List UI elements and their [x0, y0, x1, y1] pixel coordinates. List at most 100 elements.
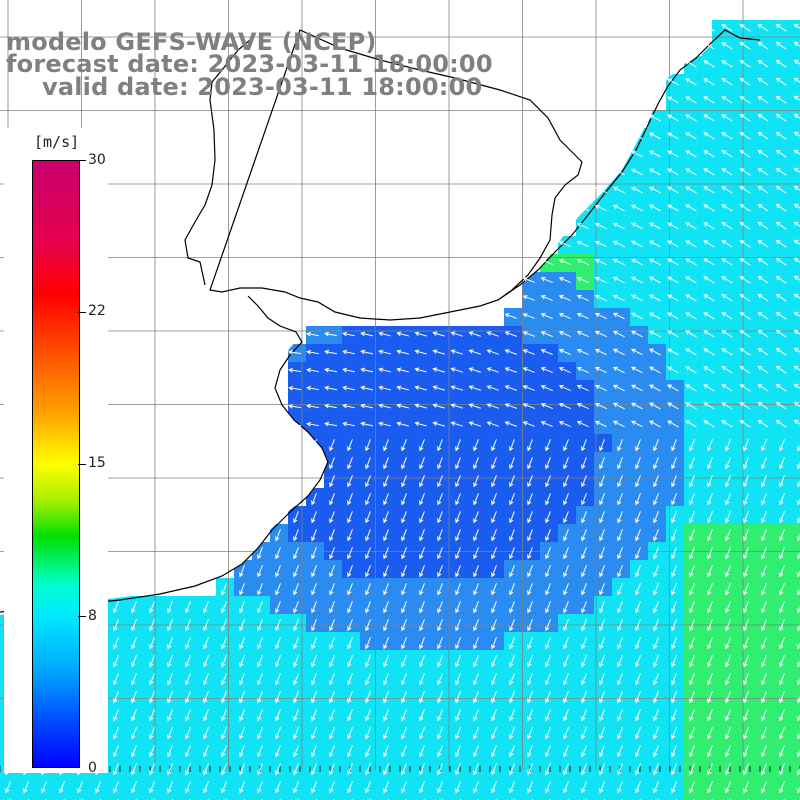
wind-arrow: [545, 493, 551, 506]
wind-arrow: [131, 709, 137, 722]
wind-arrow: [563, 547, 569, 560]
wind-arrow: [113, 763, 119, 776]
wind-arrow: [630, 294, 643, 302]
wind-arrow: [775, 167, 787, 176]
wind-arrow: [185, 637, 191, 650]
wind-arrow: [739, 186, 751, 194]
wind-arrow: [743, 475, 749, 488]
wind-arrow: [311, 709, 317, 722]
wind-arrow: [581, 457, 587, 470]
wind-arrow: [432, 331, 445, 337]
wind-arrow: [617, 547, 623, 560]
wind-arrow: [275, 709, 281, 722]
wind-arrow: [703, 186, 715, 194]
wind-arrow: [793, 419, 800, 425]
wind-arrow: [324, 367, 338, 373]
wind-arrow: [599, 565, 605, 578]
wind-arrow: [329, 619, 335, 632]
title-valid-date: valid date: 2023-03-11 18:00:00: [42, 73, 483, 101]
wind-speed-cell: [792, 470, 800, 489]
wind-arrow: [203, 619, 209, 632]
wind-arrow: [491, 781, 497, 794]
wind-arrow: [396, 421, 409, 427]
wind-arrow: [617, 601, 623, 614]
wind-speed-cell: [288, 794, 307, 800]
wind-arrow: [365, 547, 371, 560]
wind-arrow: [739, 96, 751, 104]
wind-arrow: [203, 709, 209, 722]
wind-arrow: [707, 763, 713, 776]
wind-arrow: [347, 745, 353, 758]
wind-arrow: [563, 637, 569, 650]
wind-arrow: [721, 312, 733, 320]
wind-arrow: [401, 529, 407, 542]
wind-arrow: [703, 42, 715, 50]
wind-arrow: [761, 691, 767, 704]
wind-speed-cell: [792, 56, 800, 75]
wind-arrow: [149, 673, 155, 686]
wind-arrow: [185, 673, 191, 686]
wind-arrow: [360, 349, 374, 355]
wind-arrow: [630, 384, 643, 392]
wind-arrow: [630, 276, 643, 284]
wind-arrow: [703, 384, 715, 392]
wind-arrow: [329, 457, 335, 470]
wind-arrow: [329, 529, 335, 542]
wind-arrow: [347, 655, 353, 668]
wind-arrow: [113, 637, 119, 650]
wind-arrow: [797, 588, 800, 596]
wind-arrow: [509, 565, 515, 578]
wind-arrow: [617, 583, 623, 596]
wind-arrow: [689, 583, 695, 596]
wind-arrow: [149, 709, 155, 722]
wind-speed-cell: [792, 794, 800, 800]
wind-arrow: [257, 637, 263, 650]
wind-arrow: [545, 781, 551, 794]
wind-arrow: [563, 439, 569, 452]
wind-arrow: [131, 673, 137, 686]
wind-arrow: [185, 691, 191, 704]
wind-arrow: [365, 565, 371, 578]
wind-arrow: [703, 96, 715, 104]
wind-arrow: [775, 383, 787, 392]
wind-arrow: [167, 619, 173, 632]
wind-arrow: [293, 565, 299, 578]
wind-arrow: [455, 547, 461, 560]
wind-arrow: [757, 239, 769, 248]
wind-arrow: [689, 745, 695, 758]
wind-arrow: [630, 240, 643, 248]
wind-arrow: [743, 493, 749, 506]
wind-arrow: [612, 384, 625, 392]
wind-arrow: [432, 385, 445, 391]
wind-arrow: [365, 511, 371, 524]
wind-arrow: [275, 745, 281, 758]
wind-arrow: [545, 709, 551, 722]
wind-arrow: [239, 619, 245, 632]
wind-arrow: [509, 673, 515, 686]
wind-arrow: [396, 385, 409, 391]
wind-arrow: [721, 42, 733, 50]
wind-arrow: [347, 709, 353, 722]
wind-arrow: [527, 439, 533, 452]
wind-arrow: [707, 511, 713, 524]
wind-arrow: [486, 421, 499, 427]
wind-arrow: [685, 240, 697, 248]
wind-arrow: [509, 763, 515, 776]
wind-arrow: [437, 691, 443, 704]
wind-arrow: [739, 150, 751, 158]
wind-arrow: [113, 655, 119, 668]
wind-arrow: [329, 655, 335, 668]
wind-arrow: [779, 547, 785, 560]
wind-arrow: [540, 331, 553, 337]
wind-arrow: [630, 222, 643, 230]
wind-arrow: [703, 276, 715, 284]
wind-arrow: [311, 565, 317, 578]
wind-arrow: [721, 240, 733, 248]
wind-arrow: [793, 347, 800, 353]
wind-arrow: [793, 311, 800, 317]
wind-arrow: [324, 403, 338, 409]
wind-arrow: [775, 59, 787, 68]
wind-arrow: [721, 204, 733, 212]
wind-arrow: [329, 763, 335, 776]
wind-arrow: [491, 601, 497, 614]
